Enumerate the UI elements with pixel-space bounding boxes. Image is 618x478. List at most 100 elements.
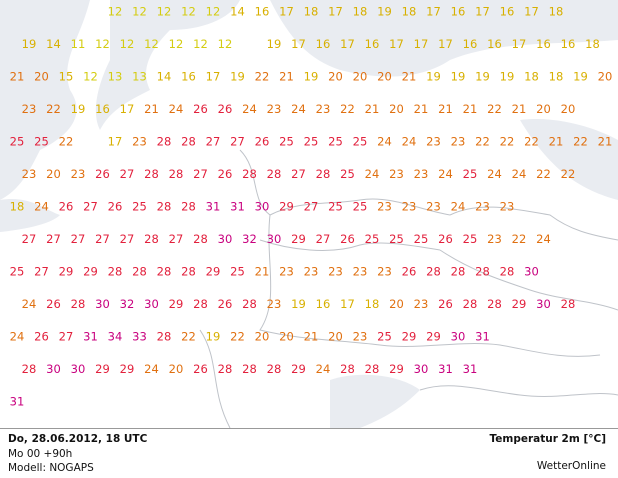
temperature-value: 18 [549,5,564,19]
temperature-value: 21 [255,265,270,279]
temperature-value: 23 [22,167,37,181]
sea [0,198,60,232]
temperature-value: 16 [181,70,196,84]
temperature-value: 12 [120,37,135,51]
temperature-value: 16 [451,5,466,19]
temperature-value: 22 [561,167,576,181]
temperature-value: 26 [95,167,110,181]
temperature-value: 16 [316,37,331,51]
temperature-value: 24 [242,102,257,116]
temperature-value: 27 [46,232,61,246]
temperature-value: 23 [267,297,282,311]
temperature-value: 25 [10,135,25,149]
temperature-value: 28 [144,232,159,246]
temperature-value: 26 [438,297,453,311]
temperature-value: 27 [83,200,98,214]
temperature-value: 22 [59,135,74,149]
temperature-value: 30 [95,297,110,311]
temperature-value: 23 [267,102,282,116]
temperature-value: 11 [71,37,86,51]
temperature-value: 12 [95,37,110,51]
temperature-value: 31 [463,362,478,376]
temperature-value: 28 [463,297,478,311]
temperature-value: 19 [304,70,319,84]
temperature-value: 23 [500,200,515,214]
temperature-value: 14 [230,5,245,19]
temperature-value: 28 [157,135,172,149]
temperature-value: 20 [34,70,49,84]
temperature-value: 26 [218,102,233,116]
temperature-value: 22 [500,135,515,149]
temperature-value: 17 [340,37,355,51]
temperature-value: 20 [255,330,270,344]
temperature-value: 18 [402,5,417,19]
temperature-value: 17 [340,297,355,311]
temperature-value: 31 [83,330,98,344]
temperature-value: 14 [157,70,172,84]
temperature-value: 28 [451,265,466,279]
temperature-value: 20 [169,362,184,376]
temperature-value: 24 [34,200,49,214]
temperature-value: 29 [426,330,441,344]
temperature-value: 21 [365,102,380,116]
temperature-value: 25 [132,200,147,214]
sea [0,0,90,200]
temperature-value: 12 [83,70,98,84]
temperature-value: 12 [169,37,184,51]
temperature-value: 22 [573,135,588,149]
sea [520,119,618,200]
temperature-value: 27 [95,232,110,246]
temperature-value: 28 [157,200,172,214]
sea [95,0,240,130]
temperature-value: 20 [561,102,576,116]
sea [330,374,420,428]
temperature-value: 28 [169,167,184,181]
temperature-value: 19 [22,37,37,51]
temperature-value: 23 [426,200,441,214]
temperature-value: 18 [524,70,539,84]
temperature-value: 22 [46,102,61,116]
temperature-value: 16 [316,297,331,311]
temperature-value: 26 [193,362,208,376]
temperature-value: 27 [71,232,86,246]
temperature-value: 22 [524,135,539,149]
temperature-value: 29 [291,362,306,376]
temperature-value: 31 [10,395,25,409]
temperature-value: 12 [181,5,196,19]
temperature-value: 23 [279,265,294,279]
temperature-value: 30 [267,232,282,246]
temperature-value: 18 [365,297,380,311]
temperature-value: 22 [255,70,270,84]
temperature-value: 12 [108,5,123,19]
temperature-value: 21 [512,102,527,116]
temperature-value: 29 [512,297,527,311]
date: Do, 28.06.2012, 18 UTC [8,433,148,445]
temperature-value: 27 [59,330,74,344]
temperature-value: 24 [144,362,159,376]
temperature-value: 28 [157,265,172,279]
temperature-value: 23 [414,297,429,311]
temperature-value: 21 [304,330,319,344]
temperature-value: 24 [169,102,184,116]
temperature-value: 13 [108,70,123,84]
temperature-value: 28 [218,362,233,376]
temperature-value: 25 [279,135,294,149]
temperature-value: 28 [316,167,331,181]
temperature-value: 17 [524,5,539,19]
temperature-value: 24 [402,135,417,149]
temperature-value: 12 [144,37,159,51]
temperature-value: 28 [181,265,196,279]
land [0,0,618,428]
temperature-value: 24 [377,135,392,149]
temperature-value: 23 [328,265,343,279]
model: Modell: NOGAPS [8,462,94,474]
temperature-value: 26 [34,330,49,344]
temperature-value: 22 [475,135,490,149]
temperature-value: 29 [83,265,98,279]
temperature-value: 29 [389,362,404,376]
temperature-value: 23 [132,135,147,149]
temperature-value: 23 [475,200,490,214]
temperature-value: 22 [181,330,196,344]
temperature-value: 31 [230,200,245,214]
temperature-value: 20 [377,70,392,84]
